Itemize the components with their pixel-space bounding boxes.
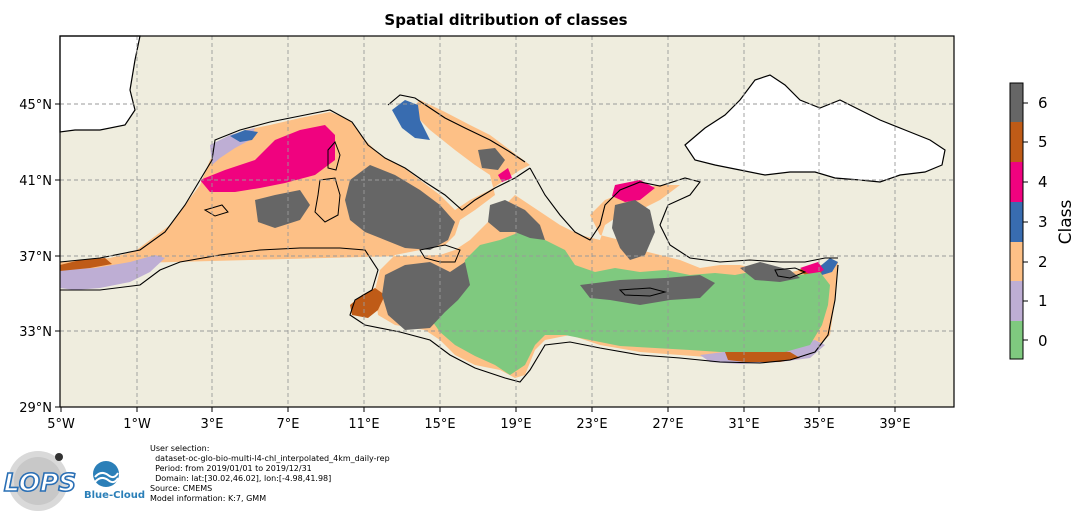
coastline-italy-east	[387, 94, 526, 163]
y-axis: 45°N 41°N 37°N 33°N 29°N	[19, 98, 60, 416]
sea-class6-tyrrhenian	[345, 165, 455, 250]
y-tick-label: 41°N	[19, 174, 52, 189]
x-tick-label: 19°E	[500, 417, 531, 432]
sea-class6-crete	[580, 275, 715, 305]
x-tick-label: 35°E	[803, 417, 834, 432]
colorbar: 6 5 4 3 2 1 0 Class	[1009, 82, 1076, 360]
colorbar-label: Class	[1056, 199, 1076, 244]
blue-cloud-logo-text: Blue-Cloud	[84, 490, 146, 501]
coastline-balkans	[529, 167, 838, 263]
map-area	[59, 35, 955, 408]
x-tick-label: 7°E	[277, 417, 300, 432]
y-tick-label: 45°N	[19, 98, 52, 113]
y-tick-label: 37°N	[19, 250, 52, 265]
colorbar-swatch-4	[1010, 162, 1023, 202]
sea-class3-adriatic	[392, 100, 430, 140]
bay-of-biscay	[59, 35, 141, 133]
colorbar-tick-label: 1	[1038, 292, 1048, 310]
x-axis: 5°W 1°W 3°E 7°E 11°E 15°E 19°E 23°E 27°E…	[47, 407, 911, 432]
x-tick-label: 3°E	[201, 417, 224, 432]
x-tick-label: 31°E	[728, 417, 759, 432]
y-tick-label: 29°N	[19, 401, 52, 416]
sea-class3-liguria	[230, 130, 258, 142]
colorbar-swatch-2	[1010, 242, 1023, 281]
x-tick-label: 27°E	[652, 417, 683, 432]
colorbar-swatch-6	[1010, 83, 1023, 122]
sea-class5-tunisia	[350, 288, 385, 318]
coastline-sardinia	[314, 177, 341, 223]
map-title: Spatial ditribution of classes	[384, 11, 627, 29]
colorbar-tick-label: 3	[1038, 213, 1048, 231]
info-line: Domain: lat:[30.02,46.02], lon:[-4.98,41…	[150, 474, 332, 483]
gridlines	[60, 36, 954, 407]
info-line: Source: CMEMS	[150, 484, 213, 493]
colorbar-swatch-1	[1010, 281, 1023, 321]
coastline-corsica	[327, 141, 341, 171]
coastline-cyprus	[774, 267, 807, 279]
colorbar-tick-label: 6	[1038, 94, 1048, 112]
x-tick-label: 15°E	[424, 417, 455, 432]
sea-class4-aegean	[612, 180, 655, 202]
info-line: dataset-oc-glo-bio-multi-l4-chl_interpol…	[150, 454, 390, 463]
coastline-europe	[59, 109, 531, 263]
y-tick-label: 33°N	[19, 325, 52, 340]
x-tick-label: 5°W	[47, 417, 75, 432]
sea-class2-west	[60, 140, 260, 272]
sea-class4-adriatic	[498, 168, 512, 182]
lops-logo-icon: LOPS	[2, 447, 80, 513]
sea-class5-alboran	[60, 258, 112, 271]
x-tick-label: 23°E	[576, 417, 607, 432]
info-line: Period: from 2019/01/01 to 2019/12/31	[150, 464, 312, 473]
x-tick-label: 1°W	[123, 417, 151, 432]
colorbar-swatch-5	[1010, 122, 1023, 162]
sea-class3-levant	[818, 258, 838, 275]
sea-class4-ligurian	[200, 125, 335, 192]
coastline-crete	[618, 287, 667, 297]
colorbar-tick-label: 5	[1038, 133, 1048, 151]
colorbar-swatch-0	[1010, 321, 1023, 359]
blue-cloud-logo-icon	[86, 458, 142, 504]
map-frame	[59, 35, 955, 408]
lops-logo-text: LOPS	[4, 468, 77, 497]
x-tick-label: 11°E	[348, 417, 379, 432]
info-line: Model information: K:7, GMM	[150, 494, 267, 503]
sea-class6-aegean	[612, 200, 655, 260]
sea-class1-west	[60, 255, 165, 290]
coastline-sicily	[419, 244, 461, 263]
info-line: User selection:	[150, 444, 210, 453]
colorbar-tick-label: 2	[1038, 253, 1048, 271]
sea-class0-eastern	[430, 232, 830, 375]
sea-class6-south-ionian	[488, 200, 545, 240]
x-tick-label: 39°E	[879, 417, 910, 432]
user-selection-info: User selection: dataset-oc-glo-bio-multi…	[150, 444, 390, 504]
sea-class6-algerian	[255, 190, 310, 228]
colorbar-tick-label: 4	[1038, 173, 1048, 191]
colorbar-swatch-3	[1010, 202, 1023, 242]
colorbar-tick-label: 0	[1038, 332, 1048, 350]
sea-class6-adriatic	[478, 148, 505, 170]
black-sea	[684, 74, 946, 183]
colorbar-frame	[1009, 82, 1024, 360]
sea-class6-ionian	[382, 262, 470, 330]
